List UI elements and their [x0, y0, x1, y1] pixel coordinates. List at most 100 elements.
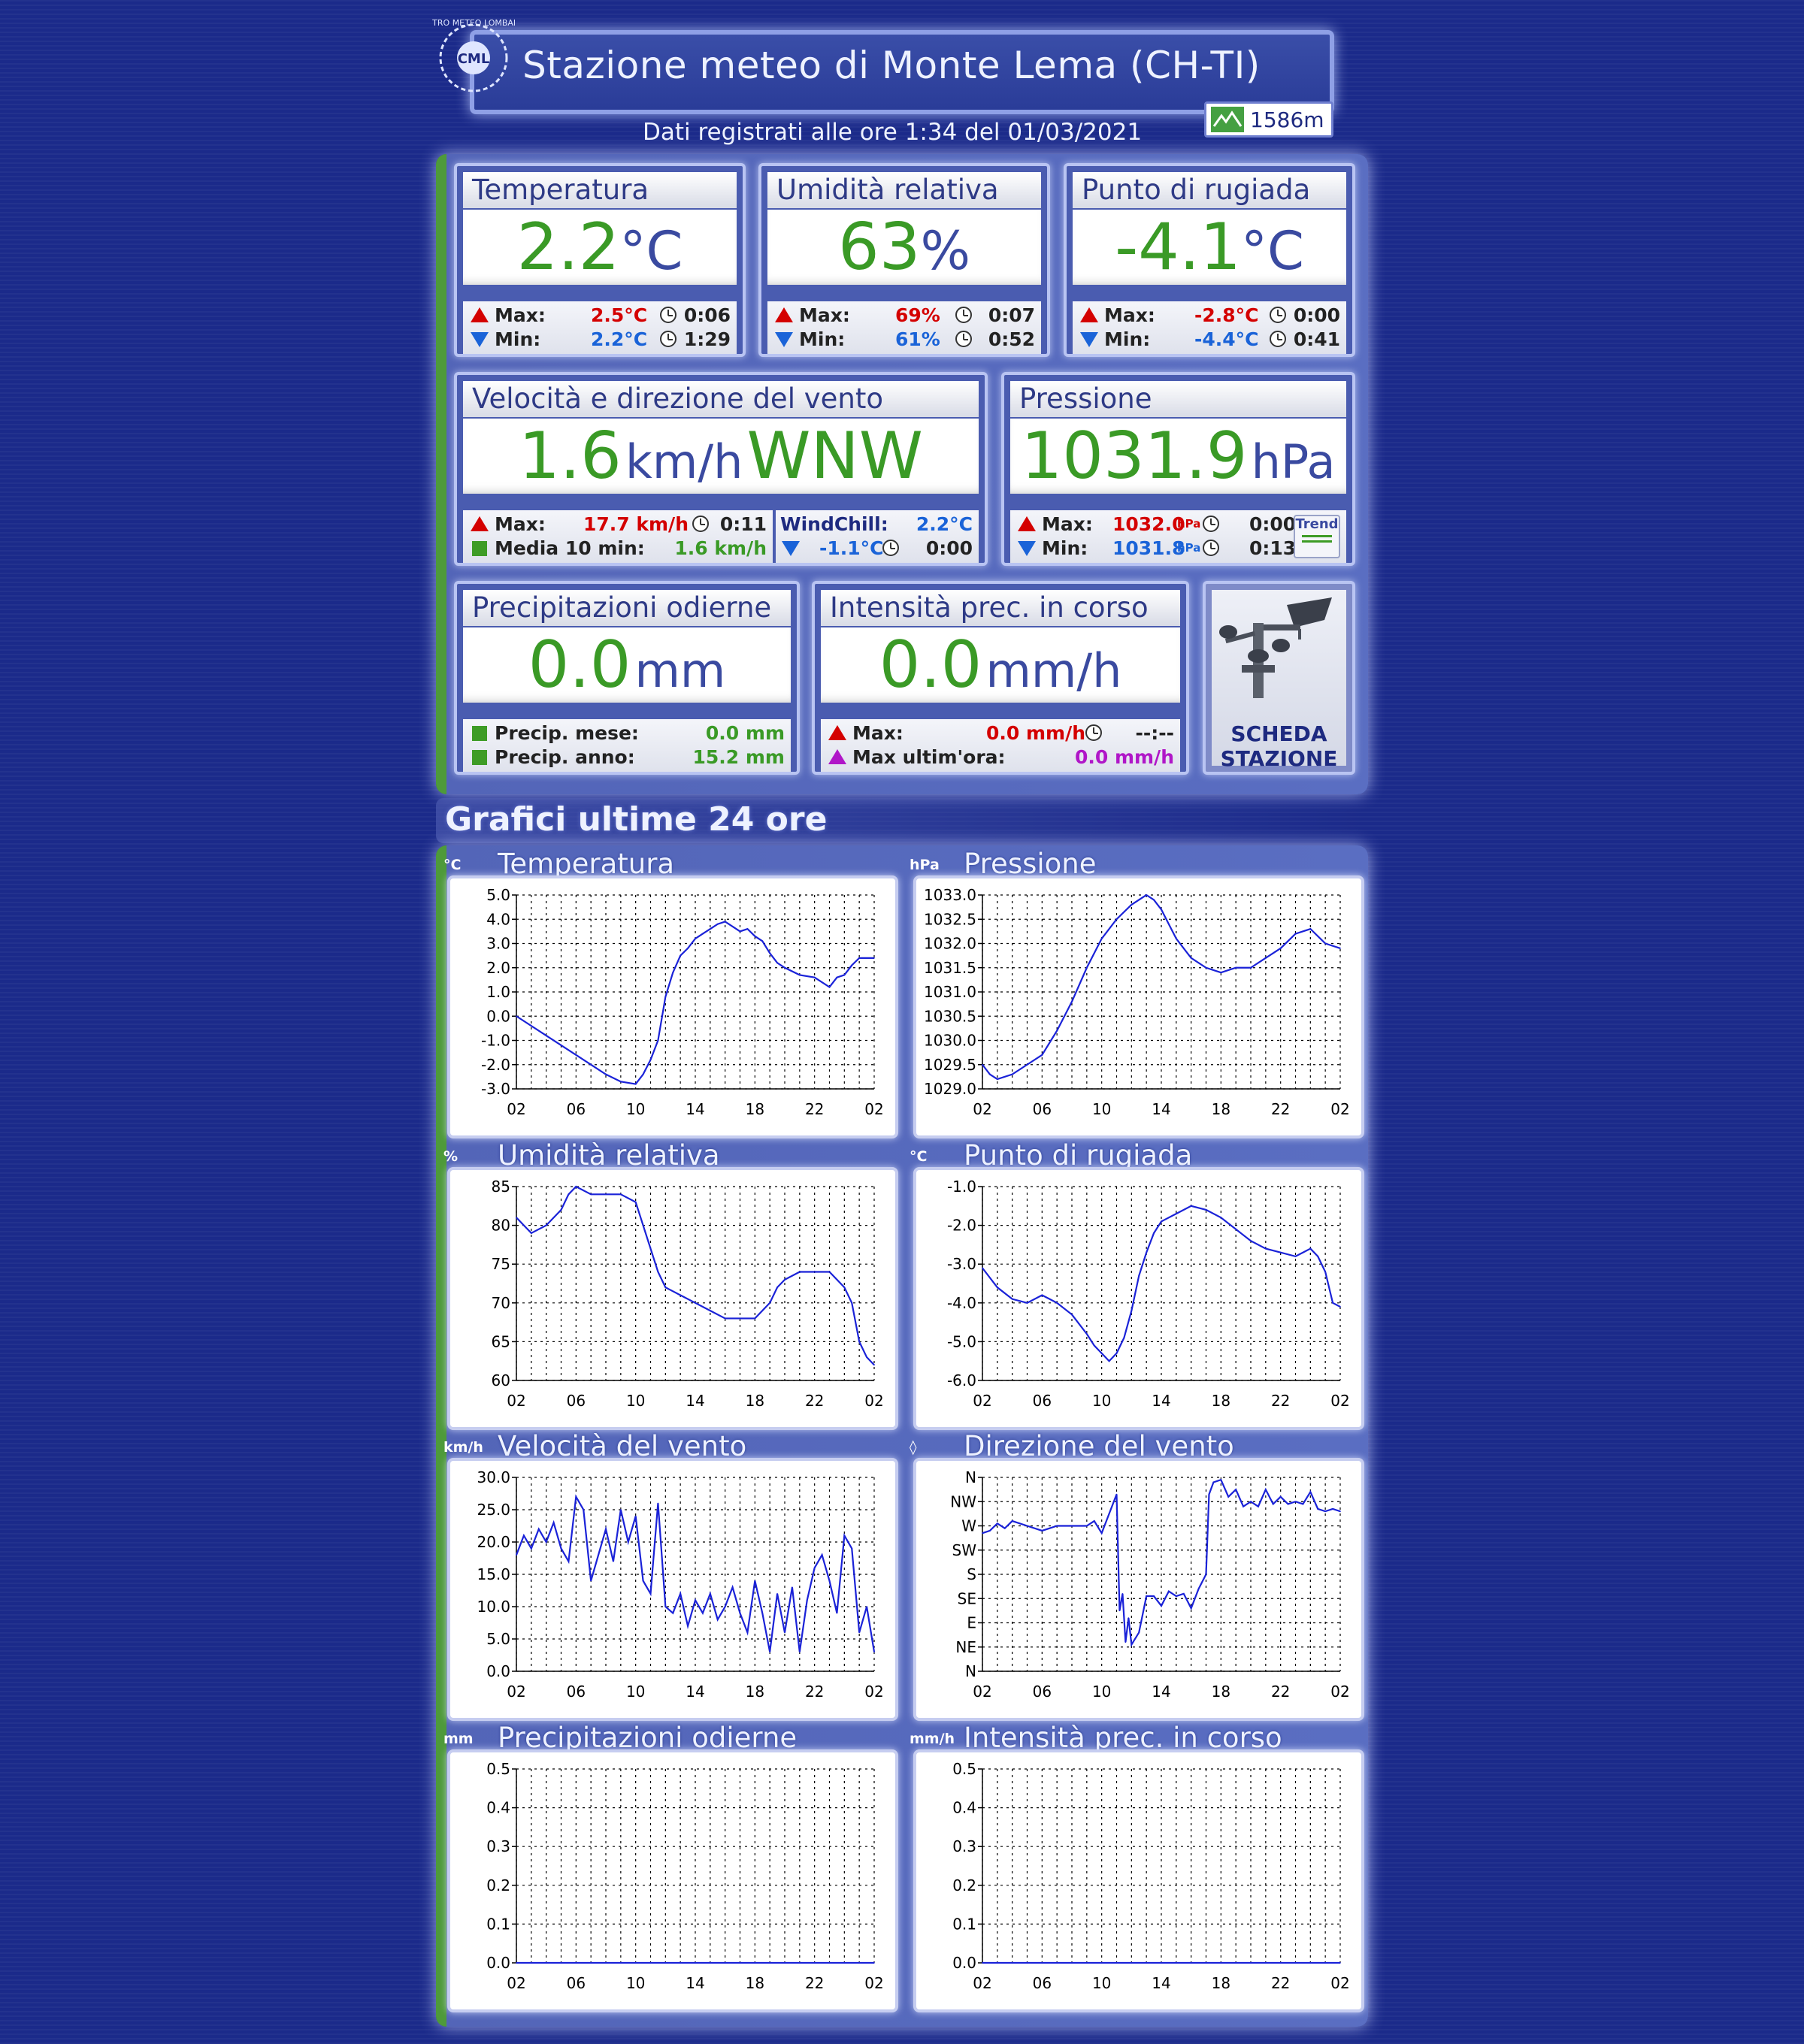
- dvento-data-point: [1128, 1617, 1130, 1619]
- trend-button[interactable]: Trend: [1294, 515, 1340, 558]
- wind-card[interactable]: Velocità e direzione del vento 1.6 km/h …: [454, 372, 988, 566]
- clock-icon: [692, 516, 709, 532]
- x-tick-label: 06: [1033, 1392, 1052, 1410]
- scheda-line1: SCHEDA: [1230, 721, 1327, 746]
- temp-data-point: [828, 986, 831, 988]
- y-tick-label: 65: [492, 1332, 510, 1350]
- prec-chart[interactable]: 0.5 0.4 0.3 0.2 0.1 0.0 02 06 10 14 18 22 02: [447, 1749, 898, 2012]
- intens-chart[interactable]: 0.5 0.4 0.3 0.2 0.1 0.0 02 06 10 14 18 22 02: [913, 1749, 1364, 2012]
- min-time: 1:29: [683, 328, 731, 350]
- y-tick-label: 1031.5: [924, 959, 976, 977]
- dvento-chart[interactable]: N NW W SW S SE E NE N 02 06 10 14 18 22 02: [913, 1458, 1364, 1721]
- dvento-data-point: [997, 1522, 998, 1525]
- dvento-data-point: [1108, 1513, 1110, 1515]
- y-tick-label: 0.5: [952, 1760, 976, 1778]
- press-data-point: [1131, 904, 1133, 906]
- rain-rate-card[interactable]: Intensità prec. in corso 0.0 mm/h Max: 0…: [812, 581, 1189, 775]
- x-tick-label: 06: [1033, 1974, 1052, 1992]
- x-tick-label: 06: [567, 1392, 586, 1410]
- temp-data-point: [575, 1054, 577, 1056]
- station-info-panel: SCHEDA STAZIONE: [1212, 590, 1346, 771]
- value-unit: km/h: [625, 434, 743, 489]
- x-tick-label: 22: [1271, 1974, 1290, 1992]
- rugiada-chart[interactable]: -1.0 -2.0 -3.0 -4.0 -5.0 -6.0 02 06 10 14 18 22 02: [913, 1167, 1364, 1430]
- dvento-data-point: [1265, 1489, 1267, 1490]
- dvento-data-point: [1071, 1525, 1073, 1527]
- value-number: 1031.9: [1021, 419, 1248, 494]
- vvento-data-point: [858, 1631, 860, 1634]
- press-data-point: [1279, 948, 1282, 949]
- pressure-card[interactable]: Pressione 1031.9 hPa Max: 1032.0 hPa 0:0…: [1001, 372, 1355, 566]
- rugiada-data-point: [1205, 1209, 1207, 1211]
- dvento-data-point: [1250, 1501, 1252, 1503]
- press-data-point: [1161, 909, 1162, 911]
- x-tick-label: 02: [973, 1683, 991, 1701]
- max-label: Max:: [495, 304, 546, 326]
- press-data-point: [1176, 938, 1177, 939]
- press-data-point: [989, 1073, 991, 1075]
- dvento-series-line: [982, 1478, 1341, 1647]
- y-tick-label: 70: [492, 1294, 510, 1312]
- umid-data-point: [516, 1217, 517, 1219]
- vvento-data-point: [605, 1528, 607, 1530]
- vvento-data-point: [531, 1547, 532, 1550]
- temp-chart[interactable]: 5.0 4.0 3.0 2.0 1.0 0.0 -1.0 -2.0 -3.0 02 06 10 14 18…: [447, 875, 898, 1138]
- min-arrow-icon: [775, 332, 793, 347]
- vvento-chart-svg: 30.0 25.0 20.0 15.0 10.0 5.0 0.0 02 06 10 14 18 22 02: [477, 1468, 883, 1701]
- y-tick-label: 0.0: [486, 1954, 510, 1972]
- dvento-data-point: [1176, 1595, 1177, 1597]
- x-tick-label: 18: [1212, 1100, 1230, 1118]
- dewpoint-card[interactable]: Punto di rugiada -4.1°C Max: -2.8°C 0:00…: [1064, 163, 1355, 357]
- value-number: 2.2: [516, 210, 620, 285]
- temp-data-point: [746, 928, 749, 930]
- umid-data-point: [657, 1271, 659, 1273]
- rugiada-data-point: [982, 1267, 983, 1269]
- y-tick-label: 25.0: [477, 1501, 510, 1519]
- temp-data-point: [769, 952, 770, 954]
- y-tick-label: -2.0: [947, 1217, 976, 1235]
- temperature-card[interactable]: Temperatura 2.2°C Max: 2.5°C 0:06 Min: 2…: [454, 163, 746, 357]
- last-update-text: Dati registrati alle ore 1:34 del 01/03/…: [643, 119, 1143, 146]
- trend-line-icon: [1302, 540, 1332, 543]
- rugiada-data-point: [1265, 1247, 1267, 1250]
- temp-data-point: [695, 938, 696, 939]
- y-tick-label: 3.0: [486, 935, 510, 953]
- umid-data-point: [560, 1209, 562, 1211]
- rugiada-chart-title: Punto di rugiada: [964, 1139, 1193, 1172]
- vvento-chart[interactable]: 30.0 25.0 20.0 15.0 10.0 5.0 0.0 02 06 10 14 18 22 02: [447, 1458, 898, 1721]
- rugiada-data-point: [1108, 1360, 1110, 1362]
- year-square-icon: [472, 750, 487, 765]
- umid-data-point: [710, 1310, 711, 1311]
- anno-value: 15.2 mm: [692, 746, 785, 768]
- vvento-data-point: [843, 1535, 846, 1537]
- umid-chart[interactable]: 85 80 75 70 65 60 02 06 10 14 18 22 02: [447, 1167, 898, 1430]
- vvento-data-point: [710, 1593, 711, 1595]
- vvento-data-point: [598, 1554, 599, 1556]
- vvento-data-point: [680, 1593, 681, 1595]
- rugiada-data-point: [1011, 1298, 1013, 1300]
- dvento-data-point: [1121, 1593, 1124, 1595]
- station-info-button[interactable]: SCHEDA STAZIONE: [1203, 581, 1355, 775]
- windchill-min-time: 0:00: [925, 537, 973, 559]
- wind-stats: Max: 17.7 km/h 0:11 Media 10 min: 1.6 km…: [463, 510, 773, 563]
- card-title: Umidità relativa: [767, 172, 1041, 208]
- press-chart[interactable]: 1033.0 1032.5 1032.0 1031.5 1031.0 1030.5 1030…: [913, 875, 1364, 1138]
- x-tick-label: 02: [973, 1392, 991, 1410]
- precipitation-card[interactable]: Precipitazioni odierne 0.0 mm Precip. me…: [454, 581, 800, 775]
- vvento-data-point: [545, 1541, 547, 1543]
- vvento-data-point: [851, 1547, 853, 1550]
- temp-data-point: [605, 1073, 607, 1075]
- min-value: 2.2°C: [591, 328, 648, 350]
- max-time: --:--: [1135, 722, 1174, 744]
- vvento-chart-title: Velocità del vento: [498, 1430, 747, 1462]
- vvento-data-point: [634, 1515, 637, 1517]
- y-tick-label: W: [961, 1517, 976, 1535]
- dvento-data-point: [1220, 1479, 1222, 1481]
- temp-data-point: [784, 966, 785, 969]
- altitude-badge[interactable]: 1586m: [1204, 101, 1333, 138]
- dvento-data-point: [1332, 1508, 1333, 1510]
- min-time: 0:52: [988, 328, 1035, 350]
- humidity-card[interactable]: Umidità relativa 63% Max: 69% 0:07 Min: …: [758, 163, 1050, 357]
- dvento-data-point: [1161, 1605, 1162, 1607]
- dvento-data-point: [1272, 1503, 1274, 1505]
